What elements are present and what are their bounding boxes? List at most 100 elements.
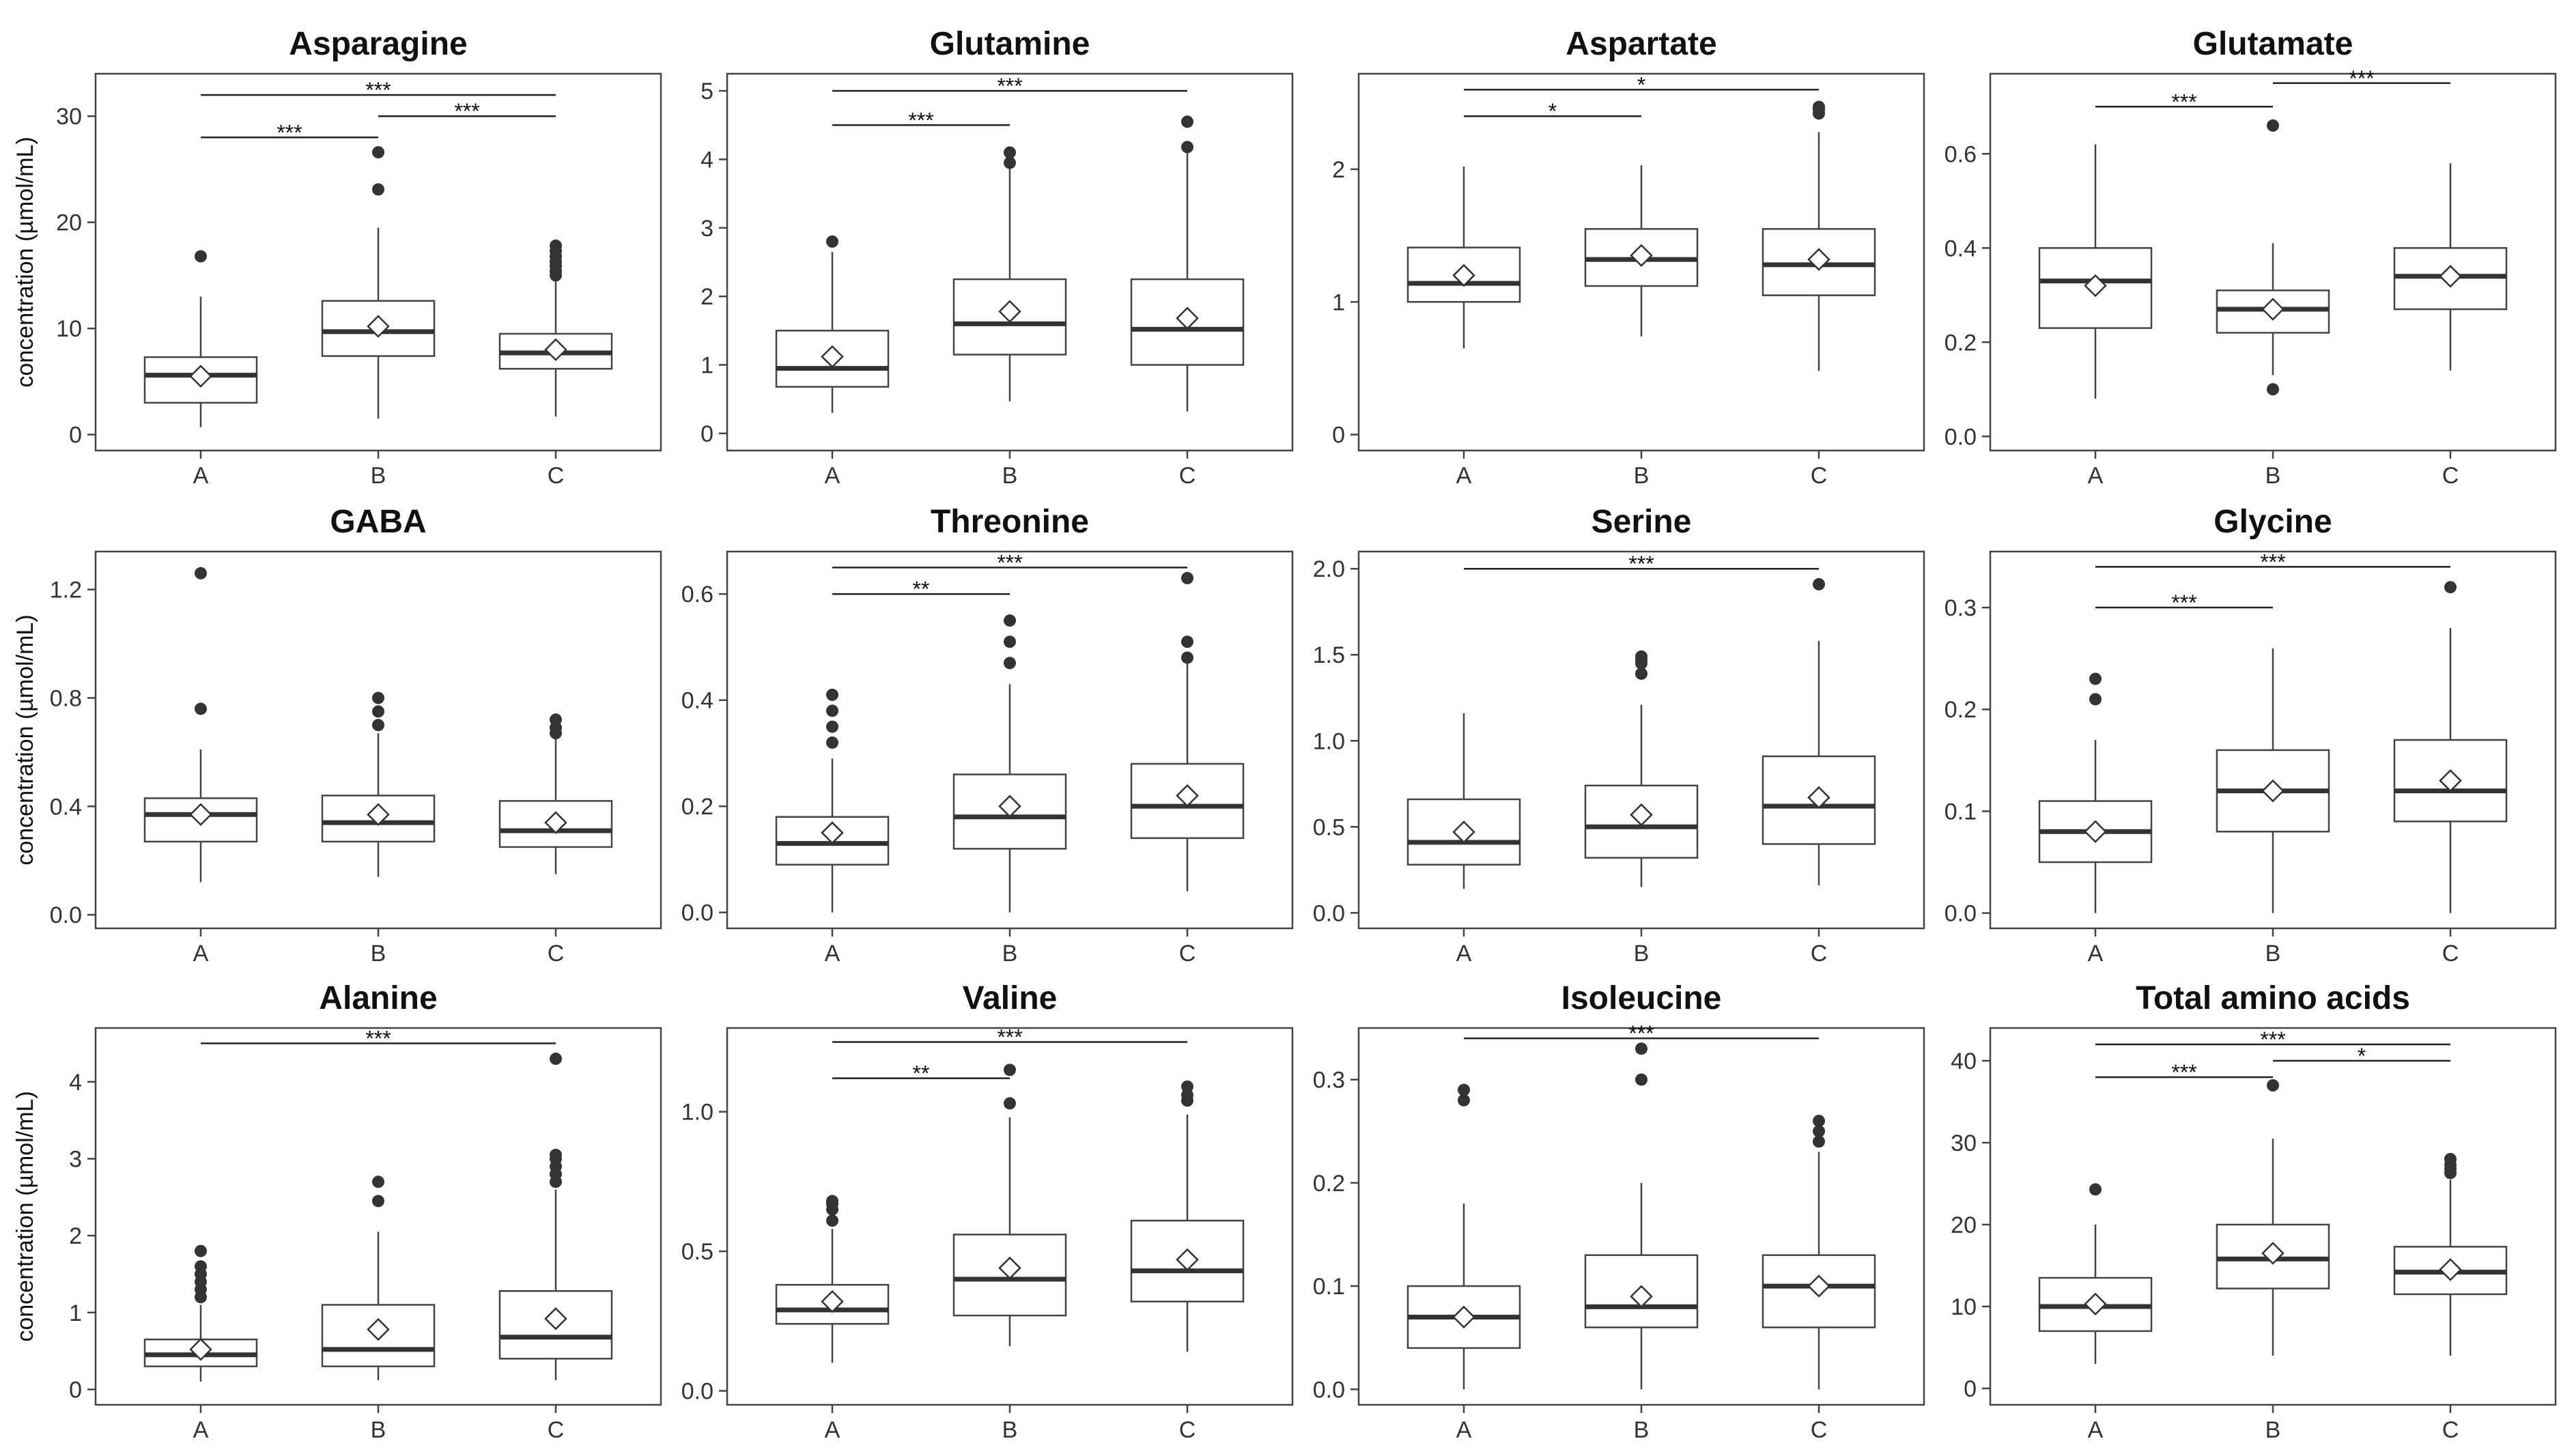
outlier-point [2267,1079,2279,1091]
mean-marker-a [1452,820,1475,844]
outlier-point [1180,651,1193,664]
outlier-point [826,688,839,701]
outlier-point [1635,1073,1647,1086]
mean-marker-a [821,345,844,369]
x-tick-label-b: B [1002,1417,1018,1443]
x-tick-label-c: C [1811,941,1828,967]
x-tick-label-a: A [1456,1417,1472,1443]
panel-glutamate: Glutamate 0.0 0.2 0.4 0.6 A B C *** *** [1944,26,2557,489]
y-tick-label: 0.6 [681,582,713,608]
y-tick-label: 0.0 [1944,901,1977,927]
y-tick-label: 0.0 [50,902,82,928]
y-tick-label: 40 [1951,1048,1977,1074]
outlier-point [1458,1094,1471,1107]
y-tick-label: 0.4 [50,794,82,820]
outlier-point [195,702,208,715]
outlier-point [1180,636,1193,648]
y-tick-label: 0.2 [1944,330,1977,356]
significance-label: *** [1628,552,1654,576]
y-tick-label: 0.0 [681,1379,713,1405]
y-tick-label: 30 [56,104,82,130]
mean-marker-b [998,795,1021,818]
outlier-point [549,1148,562,1161]
outlier-point [549,713,562,726]
significance-label: ** [913,1061,930,1086]
y-tick-label: 0.2 [1313,1171,1345,1197]
y-tick-label: 0.5 [1313,814,1345,840]
outlier-point [372,705,384,718]
outlier-point [1812,1135,1825,1148]
significance-label: *** [2349,66,2374,91]
y-tick-label: 0 [69,1377,82,1403]
significance-label: *** [2260,1027,2285,1052]
x-tick-label-c: C [2442,1417,2459,1443]
outlier-point [1812,1115,1825,1128]
mean-marker-c [2439,1258,2462,1281]
y-tick-label: 0.4 [1944,235,1977,261]
y-tick-label: 1 [1332,289,1345,315]
significance-label: *** [908,108,933,132]
mean-marker-c [2439,264,2462,288]
y-axis-label: concentration (µmol/mL) [12,1091,38,1341]
outlier-point [195,1244,208,1257]
significance-label: *** [997,550,1022,575]
y-tick-label: 0.2 [1944,697,1977,723]
x-tick-label-b: B [1002,941,1018,967]
mean-marker-b [367,1317,390,1341]
x-tick-label-c: C [1179,941,1196,967]
x-tick-label-a: A [193,463,209,489]
outlier-point [372,146,384,159]
y-tick-label: 1.0 [1313,728,1345,754]
panel-isoleucine: Isoleucine 0.0 0.1 0.2 0.3 A B C *** [1313,980,1925,1443]
x-tick-label-b: B [2265,463,2281,489]
y-tick-label: 1 [69,1300,82,1326]
x-tick-label-c: C [2442,463,2459,489]
mean-marker-a [821,821,844,844]
y-tick-label: 3 [701,216,713,242]
outlier-point [549,1053,562,1066]
outlier-point [2444,1153,2457,1165]
significance-label: *** [1628,1021,1654,1046]
y-tick-label: 2 [701,284,713,310]
significance-label: ** [913,577,930,601]
x-tick-label-c: C [1179,463,1196,489]
mean-marker-b [2261,779,2285,803]
mean-marker-a [189,1338,212,1361]
mean-marker-a [1452,1305,1475,1329]
x-tick-label-c: C [548,463,565,489]
significance-label: *** [2260,549,2285,574]
x-tick-label-b: B [2265,1417,2281,1443]
significance-label: * [1548,99,1557,124]
y-tick-label: 0.0 [681,900,713,926]
outlier-point [2089,693,2102,706]
y-tick-label: 1 [701,353,713,379]
x-tick-label-c: C [1179,1417,1196,1443]
outlier-point [1180,141,1193,154]
significance-label: *** [997,1025,1022,1049]
outlier-point [1004,1064,1016,1076]
significance-label: *** [277,120,302,145]
x-tick-label-b: B [371,1417,386,1443]
y-tick-label: 0.3 [1313,1068,1345,1094]
y-tick-label: 1.0 [681,1100,713,1126]
mean-marker-a [821,1289,844,1313]
significance-label: *** [454,99,479,124]
x-tick-label-a: A [193,1417,209,1443]
panel-title: Glutamine [930,26,1090,62]
x-tick-label-a: A [1456,941,1472,967]
outlier-point [1812,100,1825,113]
significance-label: * [1637,72,1645,97]
outlier-point [826,736,839,749]
outlier-point [1180,115,1193,128]
mean-marker-b [998,300,1021,324]
y-tick-label: 3 [69,1147,82,1173]
significance-label: *** [2171,89,2196,114]
y-tick-label: 1.5 [1313,642,1345,668]
mean-marker-c [1807,248,1830,271]
y-tick-label: 2.0 [1313,556,1345,582]
panel-title: Aspartate [1566,26,1716,62]
y-tick-label: 0.0 [1313,1377,1345,1403]
outlier-point [372,719,384,732]
